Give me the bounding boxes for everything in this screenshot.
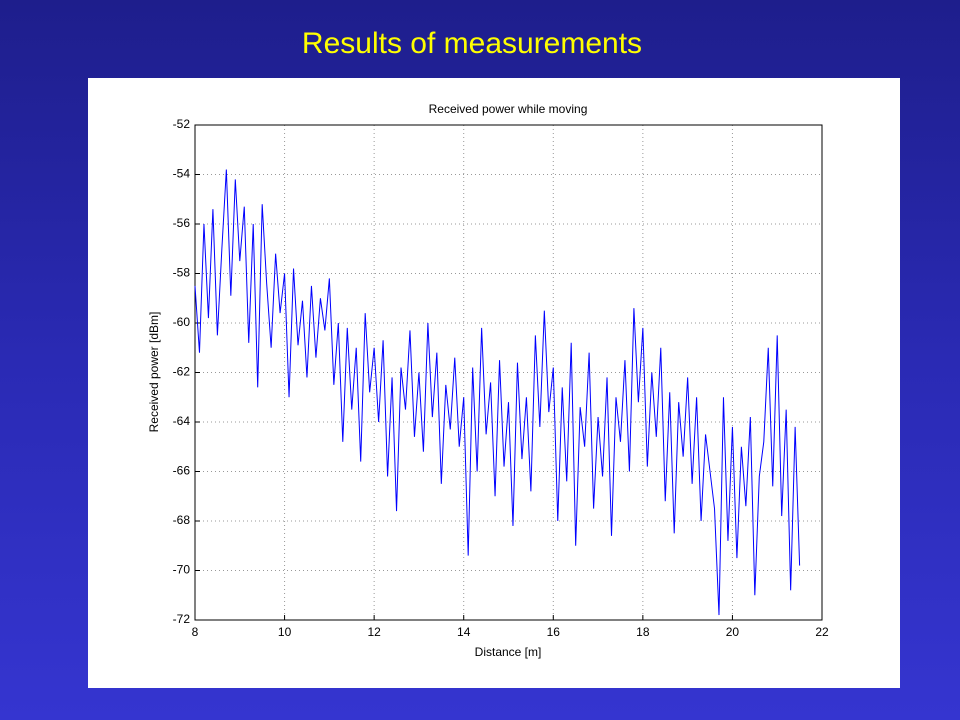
y-tick-label: -54 [173, 167, 191, 181]
y-axis-label: Received power [dBm] [147, 312, 161, 433]
x-tick-label: 20 [726, 625, 740, 639]
y-tick-label: -60 [173, 315, 191, 329]
x-tick-label: 14 [457, 625, 471, 639]
x-tick-label: 22 [815, 625, 829, 639]
y-tick-label: -64 [173, 414, 191, 428]
x-tick-label: 12 [367, 625, 381, 639]
y-tick-label: -62 [173, 365, 191, 379]
x-axis-label: Distance [m] [475, 645, 542, 659]
y-tick-label: -66 [173, 464, 191, 478]
y-tick-label: -58 [173, 266, 191, 280]
chart-title: Received power while moving [429, 102, 588, 116]
x-tick-label: 18 [636, 625, 650, 639]
y-tick-label: -70 [173, 563, 191, 577]
x-tick-label: 16 [547, 625, 561, 639]
data-line [194, 169, 801, 616]
y-tick-label: -56 [173, 216, 191, 230]
y-tick-label: -52 [173, 117, 191, 131]
slide-title: Results of measurements [302, 27, 642, 60]
y-tick-label: -68 [173, 513, 191, 527]
x-tick-label: 10 [278, 625, 292, 639]
plot-frame [194, 124, 823, 621]
chart-panel [88, 78, 900, 688]
y-tick-label: -72 [173, 612, 191, 626]
x-tick-label: 8 [192, 625, 199, 639]
